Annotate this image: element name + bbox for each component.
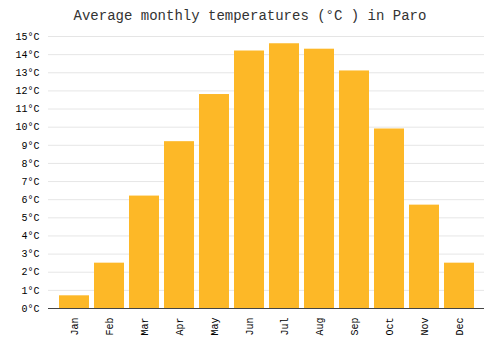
svg-text:Jan: Jan <box>70 318 81 336</box>
svg-text:Apr: Apr <box>175 318 186 336</box>
svg-text:Sep: Sep <box>350 318 361 336</box>
svg-text:Feb: Feb <box>105 318 116 336</box>
svg-text:Aug: Aug <box>315 318 326 336</box>
svg-text:4°C: 4°C <box>21 231 39 242</box>
svg-text:3°C: 3°C <box>21 249 39 260</box>
svg-text:8°C: 8°C <box>21 159 39 170</box>
svg-text:5°C: 5°C <box>21 213 39 224</box>
svg-text:15°C: 15°C <box>15 32 39 43</box>
svg-text:Nov: Nov <box>420 318 431 336</box>
svg-text:14°C: 14°C <box>15 50 39 61</box>
svg-text:Oct: Oct <box>385 318 396 336</box>
svg-text:6°C: 6°C <box>21 195 39 206</box>
svg-text:0°C: 0°C <box>21 304 39 315</box>
svg-text:10°C: 10°C <box>15 122 39 133</box>
svg-text:12°C: 12°C <box>15 86 39 97</box>
svg-text:9°C: 9°C <box>21 141 39 152</box>
svg-text:1°C: 1°C <box>21 286 39 297</box>
svg-text:11°C: 11°C <box>15 104 39 115</box>
svg-text:Jun: Jun <box>245 318 256 336</box>
svg-text:7°C: 7°C <box>21 177 39 188</box>
svg-text:13°C: 13°C <box>15 68 39 79</box>
svg-text:Mar: Mar <box>140 318 151 336</box>
svg-text:Dec: Dec <box>455 318 466 336</box>
svg-text:Jul: Jul <box>280 318 291 336</box>
html-text:Average monthly temperatures (: Average monthly temperatures (°C ) in Pa… <box>73 8 427 24</box>
svg-text:May: May <box>210 318 221 336</box>
svg-text:2°C: 2°C <box>21 267 39 278</box>
